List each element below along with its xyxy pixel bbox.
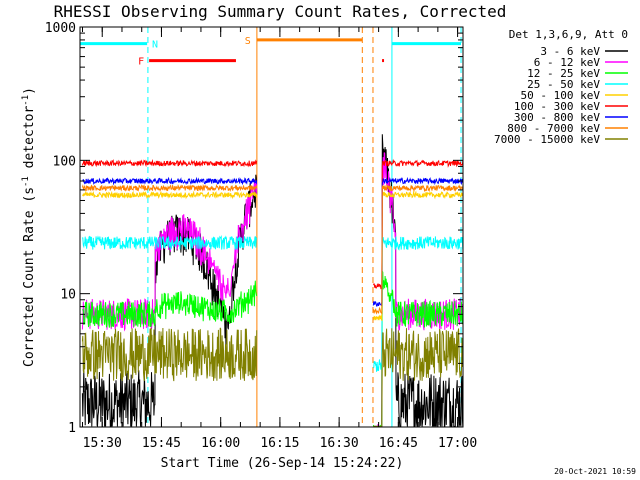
y-tick-label: 1000	[45, 21, 76, 36]
legend-label-5: 100 - 300 keV	[514, 100, 600, 113]
legend-label-4: 50 - 100 keV	[521, 89, 601, 102]
legend-label-7: 800 - 7000 keV	[507, 122, 600, 135]
x-axis: 15:30 15:45 16:00 16:15 16:30 16:45 17:00	[81, 27, 477, 451]
series-line-7	[81, 183, 464, 315]
series-line-6	[82, 176, 464, 307]
legend-label-3: 25 - 50 keV	[527, 78, 600, 91]
y-axis-label: Corrected Count Rate (s-1 detector-1)	[21, 87, 37, 367]
y-tick-label: 100	[53, 154, 76, 169]
series-line-2	[81, 270, 464, 427]
plot-area: NF S	[79, 27, 464, 427]
flag-label-s: S	[245, 36, 251, 47]
y-tick-label: 10	[60, 288, 76, 303]
footer-timestamp: 20-Oct-2021 10:59	[554, 467, 636, 476]
plot-frame	[79, 26, 464, 428]
series-line-0	[81, 134, 464, 427]
legend-label-8: 7000 - 15000 keV	[494, 133, 600, 146]
x-tick-label: 16:00	[201, 436, 240, 451]
series-line-5	[81, 158, 464, 290]
chart-title: RHESSI Observing Summary Count Rates, Co…	[54, 2, 507, 21]
x-tick-label: 16:15	[260, 436, 299, 451]
x-tick-label: 17:00	[438, 436, 477, 451]
legend-label-6: 300 - 800 keV	[514, 111, 600, 124]
legend-label-1: 6 - 12 keV	[534, 56, 601, 69]
legend-title: Det 1,3,6,9, Att 0	[509, 28, 628, 41]
series-line-8	[81, 327, 463, 427]
y-tick-label: 1	[68, 421, 76, 436]
x-axis-label: Start Time (26-Sep-14 15:24:22)	[161, 456, 404, 471]
flag-label-f: F	[138, 57, 144, 68]
y-axis: 1 10 100 1000	[45, 21, 463, 436]
legend-label-0: 3 - 6 keV	[540, 45, 600, 58]
flag-label-n: N	[152, 40, 158, 51]
legend-label-2: 12 - 25 keV	[527, 67, 600, 80]
x-tick-label: 16:30	[320, 436, 359, 451]
x-tick-label: 15:30	[83, 436, 122, 451]
series-line-3	[81, 235, 464, 372]
series-line-4	[82, 190, 464, 322]
x-tick-label: 16:45	[379, 436, 418, 451]
x-tick-label: 15:45	[142, 436, 181, 451]
